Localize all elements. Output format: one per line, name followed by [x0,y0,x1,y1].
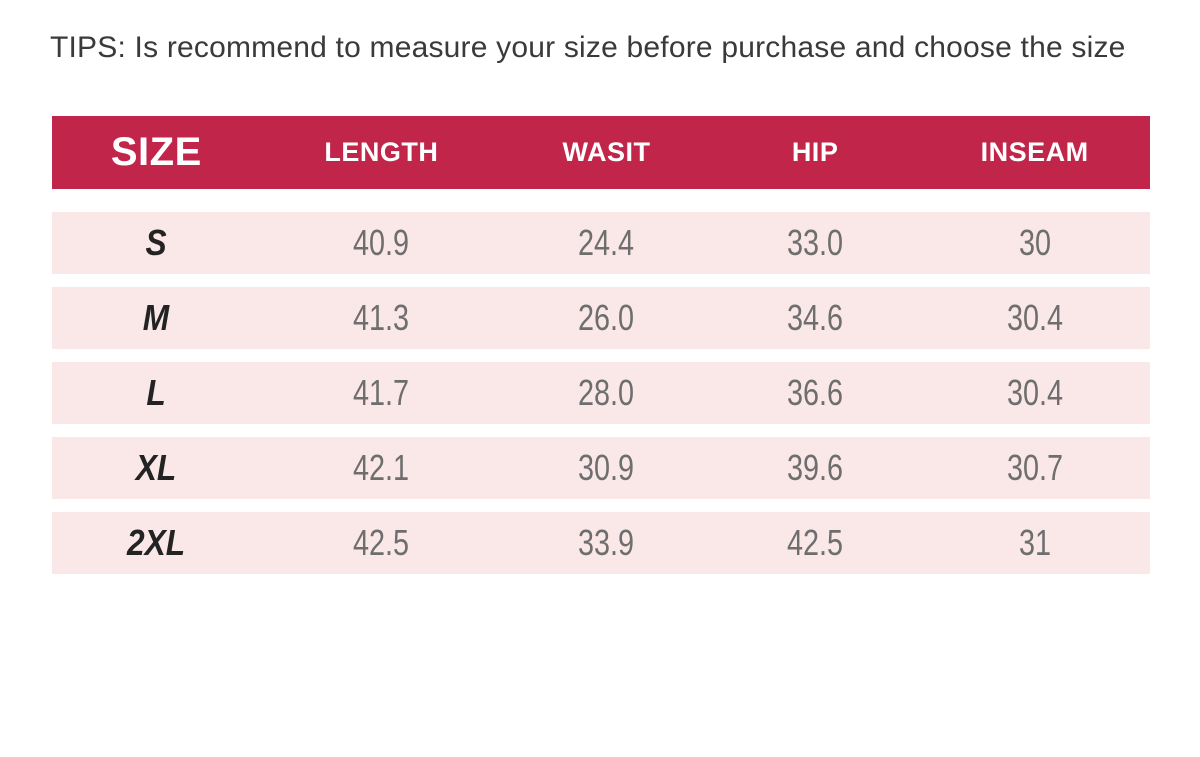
inseam-cell: 30.4 [919,287,1150,349]
size-cell: S [52,212,261,274]
hip-value: 33.0 [787,222,844,263]
size-cell: XL [52,437,261,499]
length-value: 40.9 [353,222,410,263]
size-cell: M [52,287,261,349]
wasit-cell: 28.0 [502,362,711,424]
table-row-m: M 41.3 26.0 34.6 30.4 [52,287,1150,349]
table-header-row: SIZE LENGTH WASIT HIP INSEAM [52,116,1150,189]
hip-cell: 34.6 [711,287,920,349]
length-cell: 41.3 [261,287,503,349]
inseam-value: 30.4 [1006,297,1063,338]
length-cell: 41.7 [261,362,503,424]
hip-cell: 39.6 [711,437,920,499]
size-label: 2XL [127,522,186,563]
size-cell: 2XL [52,512,261,574]
length-cell: 40.9 [261,212,503,274]
hip-value: 42.5 [787,522,844,563]
size-label: XL [136,447,177,488]
length-value: 41.7 [353,372,410,413]
tips-text: TIPS: Is recommend to measure your size … [50,31,1126,64]
inseam-value: 31 [1018,522,1051,563]
table-row-xl: XL 42.1 30.9 39.6 30.7 [52,437,1150,499]
inseam-value: 30 [1018,222,1051,263]
wasit-cell: 24.4 [502,212,711,274]
column-header-inseam: INSEAM [980,137,1089,167]
size-chart-table: SIZE LENGTH WASIT HIP INSEAM S 40.9 24.4… [52,116,1150,587]
column-header-wasit: WASIT [562,137,651,167]
hip-cell: 36.6 [711,362,920,424]
hip-value: 34.6 [787,297,844,338]
hip-value: 39.6 [787,447,844,488]
length-value: 42.5 [353,522,410,563]
size-cell: L [52,362,261,424]
length-value: 41.3 [353,297,410,338]
size-label: L [146,372,166,413]
column-header-hip: HIP [791,137,839,167]
inseam-value: 30.4 [1006,372,1063,413]
table-row-l: L 41.7 28.0 36.6 30.4 [52,362,1150,424]
hip-cell: 33.0 [711,212,920,274]
inseam-cell: 31 [919,512,1150,574]
length-cell: 42.1 [261,437,503,499]
length-value: 42.1 [353,447,410,488]
wasit-cell: 33.9 [502,512,711,574]
table-row-2xl: 2XL 42.5 33.9 42.5 31 [52,512,1150,574]
inseam-value: 30.7 [1006,447,1063,488]
wasit-cell: 26.0 [502,287,711,349]
size-label: M [143,297,170,338]
inseam-cell: 30.7 [919,437,1150,499]
inseam-cell: 30 [919,212,1150,274]
hip-value: 36.6 [787,372,844,413]
wasit-value: 26.0 [578,297,635,338]
table-row-s: S 40.9 24.4 33.0 30 [52,212,1150,274]
size-label: S [145,222,167,263]
inseam-cell: 30.4 [919,362,1150,424]
wasit-value: 30.9 [578,447,635,488]
wasit-value: 28.0 [578,372,635,413]
wasit-value: 24.4 [578,222,635,263]
hip-cell: 42.5 [711,512,920,574]
column-header-length: LENGTH [324,137,439,167]
wasit-cell: 30.9 [502,437,711,499]
wasit-value: 33.9 [578,522,635,563]
column-header-size: SIZE [110,130,202,174]
length-cell: 42.5 [261,512,503,574]
